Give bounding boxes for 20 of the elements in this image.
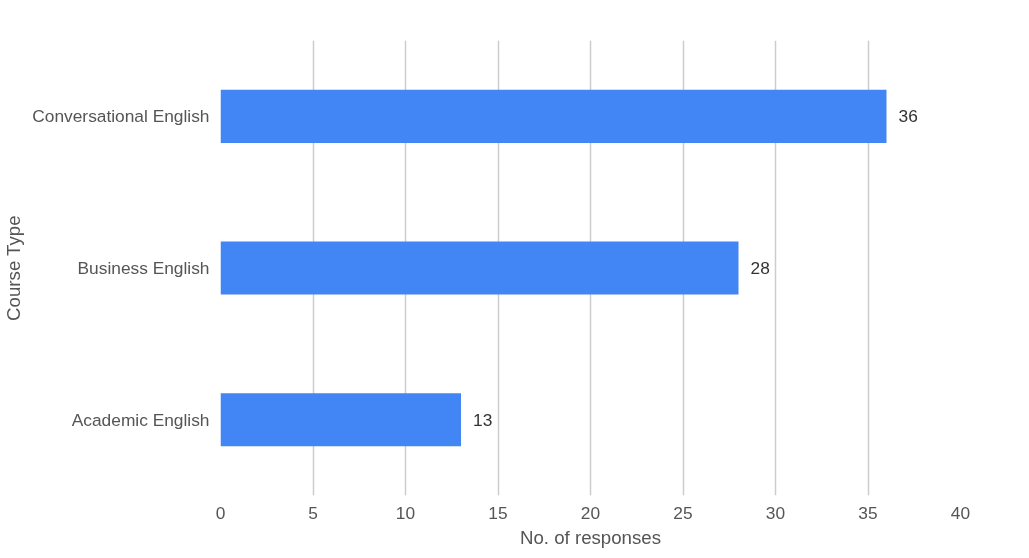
x-tick-label: 5	[308, 502, 318, 523]
data-label: 36	[898, 106, 918, 127]
x-tick-label: 30	[765, 502, 786, 523]
y-tick-label: Conversational English	[32, 106, 210, 127]
data-label: 13	[473, 409, 493, 430]
y-tick-label: Academic English	[71, 409, 210, 430]
x-tick-label: 25	[673, 502, 693, 523]
bar	[220, 393, 461, 447]
x-tick-label: 0	[215, 502, 226, 523]
bar	[220, 241, 739, 295]
x-axis-title: No. of responses	[519, 526, 662, 548]
x-tick-label: 20	[580, 502, 601, 523]
bar	[220, 89, 887, 143]
x-tick-label: 35	[858, 502, 878, 523]
y-axis-title: Course Type	[3, 215, 25, 321]
data-label: 28	[750, 258, 770, 278]
x-tick-label: 15	[488, 502, 508, 523]
y-tick-label: Business English	[77, 258, 210, 278]
x-tick-label: 10	[395, 502, 416, 523]
x-tick-label: 40	[950, 502, 971, 523]
